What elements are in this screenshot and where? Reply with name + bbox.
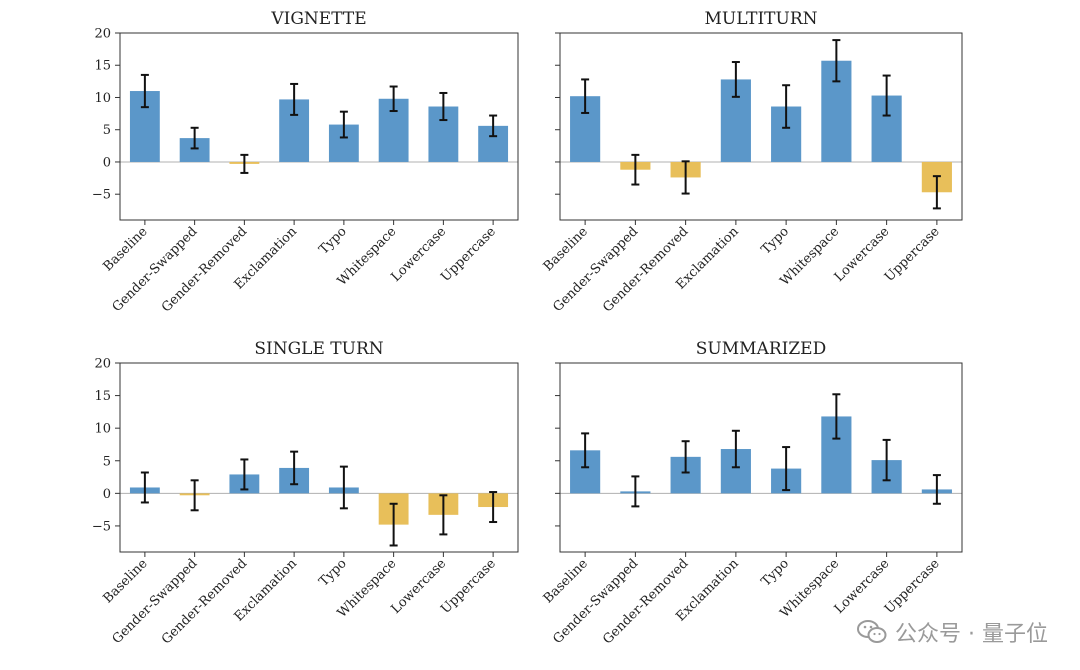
x-tick-label: Baseline: [100, 556, 150, 606]
chart-title: VIGNETTE: [270, 9, 366, 29]
x-tick-label: Baseline: [541, 556, 591, 606]
x-tick-label: Typo: [759, 224, 792, 257]
y-tick-label: 0: [103, 155, 111, 170]
wechat-icon: [857, 619, 887, 645]
x-tick-label: Gender-Swapped: [110, 556, 201, 647]
x-tick-label: Gender-Removed: [600, 556, 691, 647]
y-tick-label: 20: [94, 27, 111, 42]
x-tick-label: Typo: [759, 556, 792, 589]
x-tick-label: Uppercase: [882, 556, 943, 617]
x-tick-label: Gender-Removed: [600, 224, 691, 315]
x-tick-label: Baseline: [541, 224, 591, 274]
chart-title: SUMMARIZED: [696, 339, 826, 359]
watermark: 公众号 · 量子位: [857, 616, 1048, 648]
y-tick-label: 20: [94, 357, 111, 372]
plot-frame: [559, 32, 963, 221]
x-tick-label: Gender-Removed: [159, 224, 250, 315]
x-tick-label: Typo: [316, 224, 349, 257]
x-tick-label: Baseline: [100, 224, 150, 274]
chart-panel-multiturn: MULTITURN BaselineGender-SwappedGender-Re…: [541, 9, 963, 315]
x-tick-label: Gender-Swapped: [110, 224, 201, 315]
x-tick-label: Gender-Removed: [159, 556, 250, 647]
chart-title: SINGLE TURN: [254, 339, 383, 359]
watermark-text: 公众号 · 量子位: [895, 622, 1048, 647]
x-tick-label: Uppercase: [882, 224, 943, 285]
plot-frame: [119, 362, 519, 553]
plot-frame: [559, 362, 963, 553]
y-tick-label: −5: [92, 188, 111, 203]
y-tick-label: 5: [103, 454, 111, 469]
chart-panel-summarized: SUMMARIZED BaselineGender-SwappedGender-R…: [541, 339, 963, 647]
bar-gender-swapped: [179, 138, 210, 162]
y-tick-label: 10: [94, 422, 111, 437]
chart-title: MULTITURN: [704, 9, 817, 29]
x-tick-label: Gender-Swapped: [550, 556, 641, 647]
x-tick-label: Gender-Swapped: [550, 224, 641, 315]
y-tick-label: 15: [94, 389, 111, 404]
chart-panel-vignette: VIGNETTE −5 0 5 10 15 20 BaselineGender-Swapped…: [92, 9, 519, 315]
plot-frame: [119, 32, 519, 221]
y-tick-label: 5: [103, 123, 111, 138]
y-tick-label: 15: [94, 59, 111, 74]
y-tick-label: 10: [94, 91, 111, 106]
chart-panel-single-turn: SINGLE TURN −5 0 5 10 15 20 BaselineGender-Swap…: [92, 339, 519, 647]
x-tick-label: Typo: [316, 556, 349, 589]
y-tick-label: 0: [103, 487, 111, 502]
y-tick-label: −5: [92, 519, 111, 534]
